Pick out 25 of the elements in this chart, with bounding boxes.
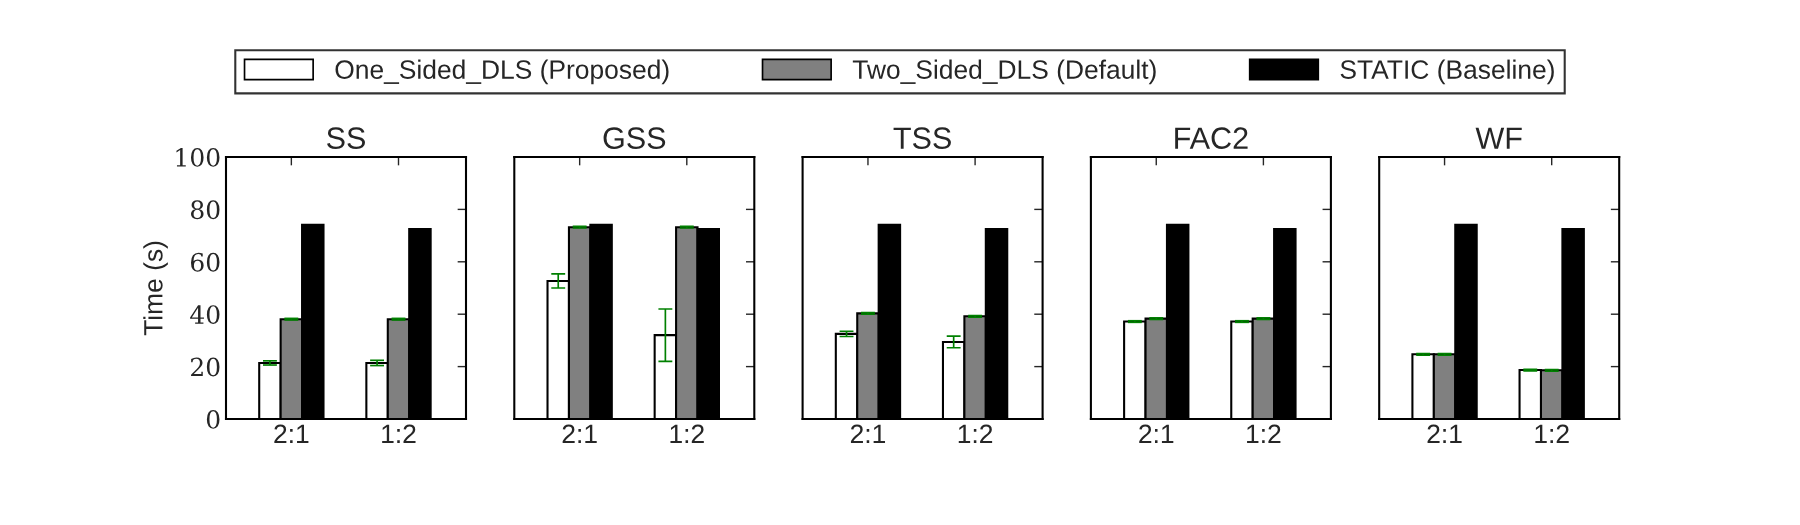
chart-title: GSS	[603, 127, 666, 149]
chart-title: WF	[1475, 127, 1522, 149]
y-axis-title: Time (s)	[143, 241, 168, 336]
y-tick-label: 20	[191, 357, 220, 377]
chart-title: TSS	[893, 127, 951, 149]
chart-title: FAC2	[1175, 127, 1248, 149]
x-tick-label: 1:2	[958, 424, 993, 443]
chart-title: SS	[327, 127, 365, 149]
x-tick-label: 1:2	[382, 424, 416, 443]
x-tick-label: 1:2	[670, 424, 704, 443]
x-tick-label: 2:1	[1139, 424, 1174, 443]
y-tick-label: 0	[206, 409, 220, 429]
y-tick-label: 80	[191, 200, 220, 220]
legend-label: Two_Sided_DLS (Default)	[852, 59, 1156, 85]
legend-label: One_Sided_DLS (Proposed)	[335, 59, 669, 85]
legend-label: STATIC (Baseline)	[1340, 59, 1554, 85]
x-tick-label: 1:2	[1247, 424, 1281, 443]
x-tick-label: 2:1	[562, 424, 597, 443]
x-tick-label: 2:1	[850, 424, 886, 443]
y-tick-label: 40	[190, 305, 220, 325]
y-tick-label: 60	[191, 252, 220, 272]
x-tick-label: 2:1	[1427, 424, 1462, 443]
y-tick-label: 100	[176, 147, 220, 167]
x-tick-label: 2:1	[274, 424, 309, 443]
x-tick-label: 1:2	[1535, 424, 1569, 443]
